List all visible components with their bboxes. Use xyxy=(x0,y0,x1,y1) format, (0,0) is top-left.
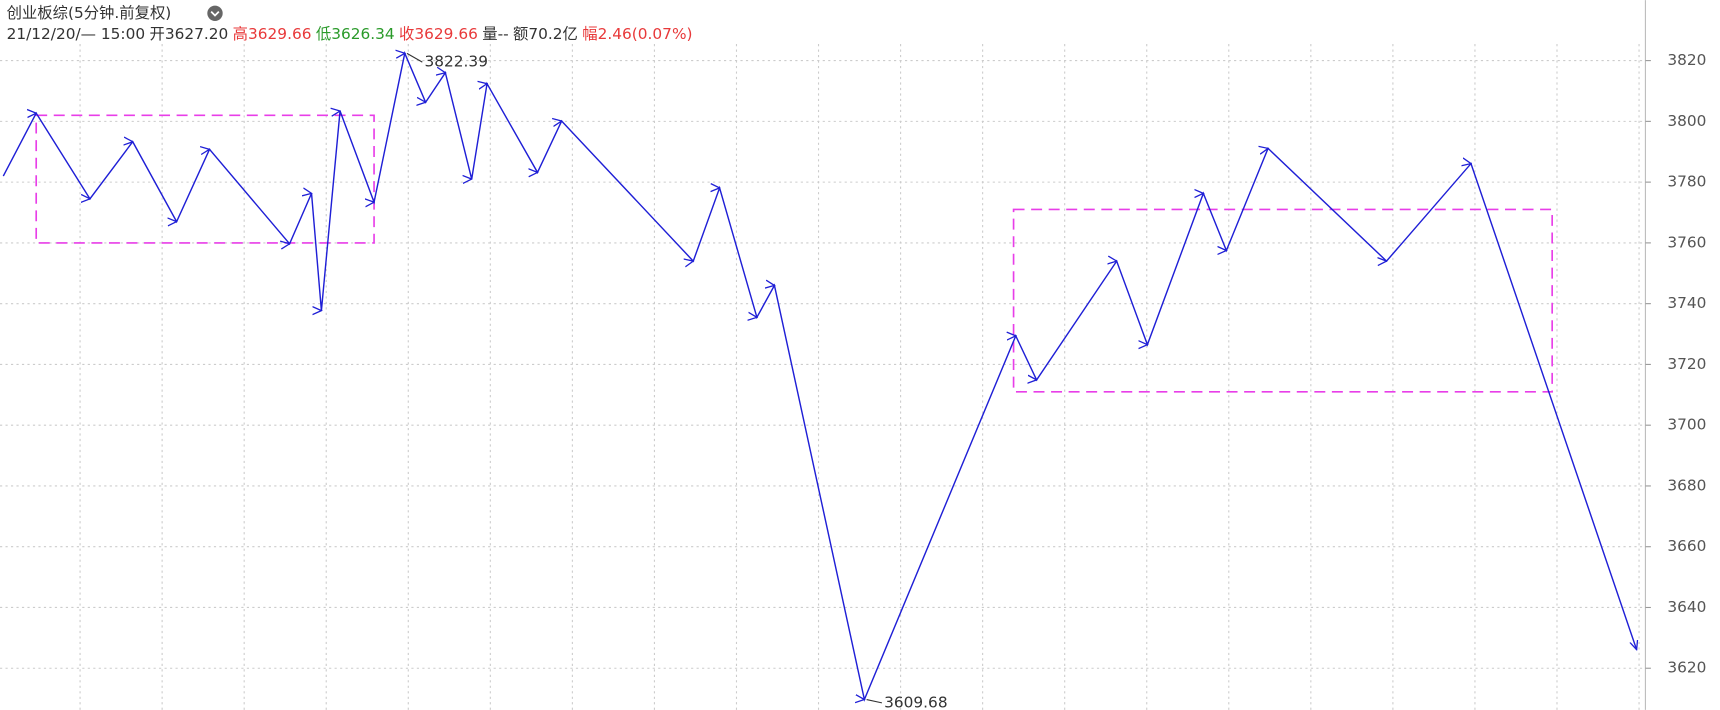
dropdown-chevron xyxy=(210,11,220,17)
info-value: 3627.20 xyxy=(165,25,228,43)
range-box xyxy=(35,114,375,244)
y-tick-label: 3680 xyxy=(1667,476,1706,494)
plot: 3822.39 3609.68 xyxy=(2,52,1636,710)
info-label: 幅 xyxy=(582,25,597,43)
info-label: 开 xyxy=(150,25,165,43)
info-value: 3626.34 xyxy=(331,25,394,43)
info-label: 量 xyxy=(482,25,497,43)
y-tick-label: 3740 xyxy=(1667,294,1706,312)
info-label: 收 xyxy=(399,25,414,43)
y-tick-label: 3820 xyxy=(1667,51,1706,69)
annotation-leader xyxy=(406,52,423,63)
y-tick-label: 3620 xyxy=(1667,659,1706,677)
y-tick-label: 3760 xyxy=(1667,233,1706,251)
y-tick-label: 3800 xyxy=(1667,112,1706,130)
info-label: 高 xyxy=(233,25,248,43)
y-tick-label: 3660 xyxy=(1667,537,1706,555)
info-value: 3629.66 xyxy=(248,25,311,43)
annotation-label: 3822.39 xyxy=(425,53,488,71)
info-label: 额 xyxy=(513,25,528,43)
annotation-leader xyxy=(866,699,883,704)
info-value: -- xyxy=(498,25,509,43)
info-value: 2.46(0.07%) xyxy=(598,25,693,43)
info-line: 21/12/20/— 15:00 开3627.20 高3629.66 低3626.34… xyxy=(7,25,693,43)
y-tick-label: 3700 xyxy=(1667,416,1706,434)
y-tick-label: 3780 xyxy=(1667,173,1706,191)
y-tick-label: 3720 xyxy=(1667,355,1706,373)
zigzag-line xyxy=(2,53,1636,699)
y-tick-label: 3640 xyxy=(1667,598,1706,616)
info-value: 3629.66 xyxy=(414,25,477,43)
info-value: 70.2亿 xyxy=(528,25,578,43)
info-label: 低 xyxy=(316,25,331,43)
dropdown-icon[interactable] xyxy=(207,5,223,21)
info-label: 21/12/20/— 15:00 xyxy=(7,25,146,43)
chart-title: 创业板综(5分钟.前复权) xyxy=(7,4,172,22)
annotation-label: 3609.68 xyxy=(884,693,947,710)
